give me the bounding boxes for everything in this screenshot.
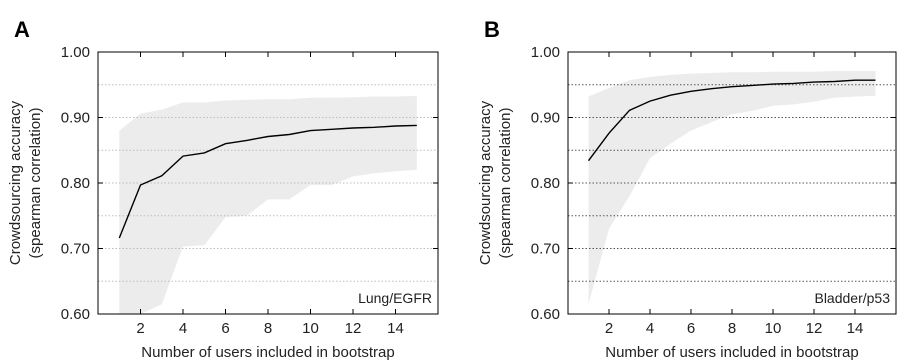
series-line-0 bbox=[118, 124, 417, 239]
x-tick-label: 2 bbox=[136, 320, 144, 337]
x-tick-label: 10 bbox=[765, 320, 782, 337]
x-tick-label: 8 bbox=[728, 320, 736, 337]
x-tick-label: 6 bbox=[687, 320, 695, 337]
y-tick-label: 1.00 bbox=[531, 44, 560, 61]
x-tick-label: 4 bbox=[179, 320, 187, 337]
y-axis-label-line: (spearman correlation) bbox=[27, 108, 44, 259]
chart-panel-b: 0.60 0.70 0.80 0.90 1.00 2 4 6 8 10 12 14 Number of … bbox=[477, 17, 897, 361]
y-axis-label-line: Crowdsourcing accuracy bbox=[477, 100, 494, 265]
panel-letter: B bbox=[484, 17, 500, 42]
y-tick-label: 0.90 bbox=[531, 110, 560, 127]
y-axis-label-line: Crowdsourcing accuracy bbox=[7, 100, 24, 265]
y-axis-label-line: (spearman correlation) bbox=[497, 108, 514, 259]
x-tick-label: 2 bbox=[605, 320, 613, 337]
panel-letter: A bbox=[14, 17, 30, 42]
x-axis-label: Number of users included in bootstrap bbox=[141, 344, 394, 361]
y-tick-label: 0.70 bbox=[61, 241, 90, 258]
series-line-0 bbox=[587, 79, 876, 162]
y-tick-label: 0.90 bbox=[61, 110, 90, 127]
y-tick-label: 0.80 bbox=[531, 175, 560, 192]
y-tick-label: 0.80 bbox=[61, 175, 90, 192]
y-tick-label: 0.60 bbox=[531, 306, 560, 323]
x-tick-label: 12 bbox=[806, 320, 823, 337]
x-tick-label: 10 bbox=[302, 320, 319, 337]
x-tick-label: 12 bbox=[345, 320, 362, 337]
x-tick-label: 14 bbox=[847, 320, 864, 337]
chart-panel-a: 0.60 0.70 0.80 0.90 1.00 2 4 6 8 10 12 14 Number of … bbox=[7, 17, 439, 361]
y-tick-label: 0.60 bbox=[61, 306, 90, 323]
x-tick-label: 6 bbox=[221, 320, 229, 337]
panel-annotation: Lung/EGFR bbox=[358, 290, 432, 306]
y-tick-label: 1.00 bbox=[61, 44, 90, 61]
x-tick-label: 4 bbox=[646, 320, 654, 337]
x-tick-label: 14 bbox=[387, 320, 404, 337]
y-tick-label: 0.70 bbox=[531, 241, 560, 258]
x-tick-label: 8 bbox=[264, 320, 272, 337]
confidence-band bbox=[588, 71, 876, 305]
panel-annotation: Bladder/p53 bbox=[814, 290, 890, 306]
x-axis-label: Number of users included in bootstrap bbox=[605, 344, 858, 361]
